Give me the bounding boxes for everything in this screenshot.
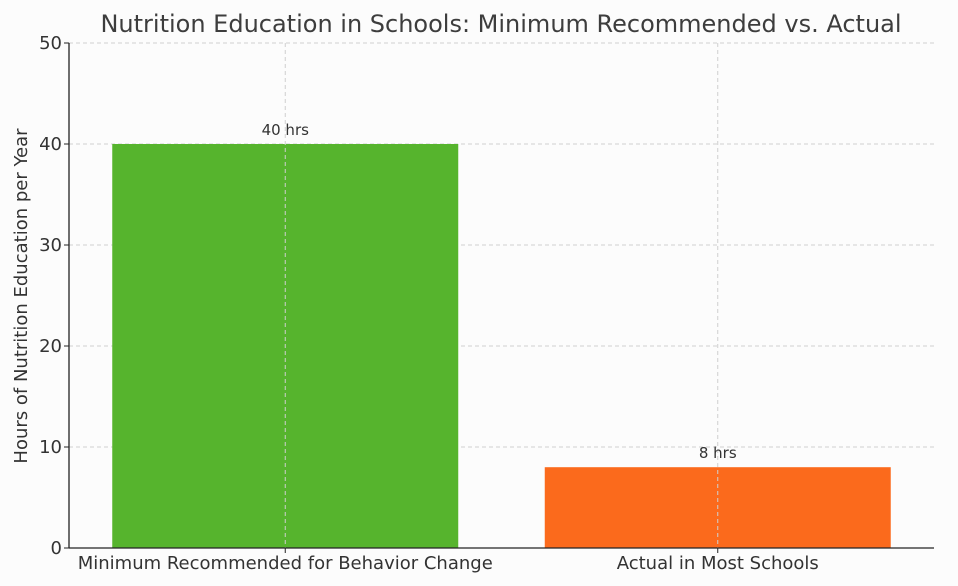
data-labels: 40 hrs 8 hrs [262,121,737,462]
y-tick-label: 0 [51,538,62,559]
y-tick-label: 20 [39,336,62,357]
y-axis-label: Hours of Nutrition Education per Year [11,128,32,464]
y-tick-label: 10 [39,437,62,458]
x-tick-label: Minimum Recommended for Behavior Change [78,553,493,574]
x-ticks: Minimum Recommended for Behavior Change A… [78,548,819,574]
y-tick-label: 40 [39,134,62,155]
vertical-gridlines [284,43,719,548]
y-tick-label: 50 [39,33,62,54]
x-tick-label: Actual in Most Schools [617,553,819,574]
y-ticks: 0 10 20 30 40 50 [39,33,69,559]
bars [112,144,891,548]
data-label: 8 hrs [699,444,737,462]
data-label: 40 hrs [262,121,310,139]
y-tick-label: 30 [39,235,62,256]
chart-title: Nutrition Education in Schools: Minimum … [100,10,901,38]
